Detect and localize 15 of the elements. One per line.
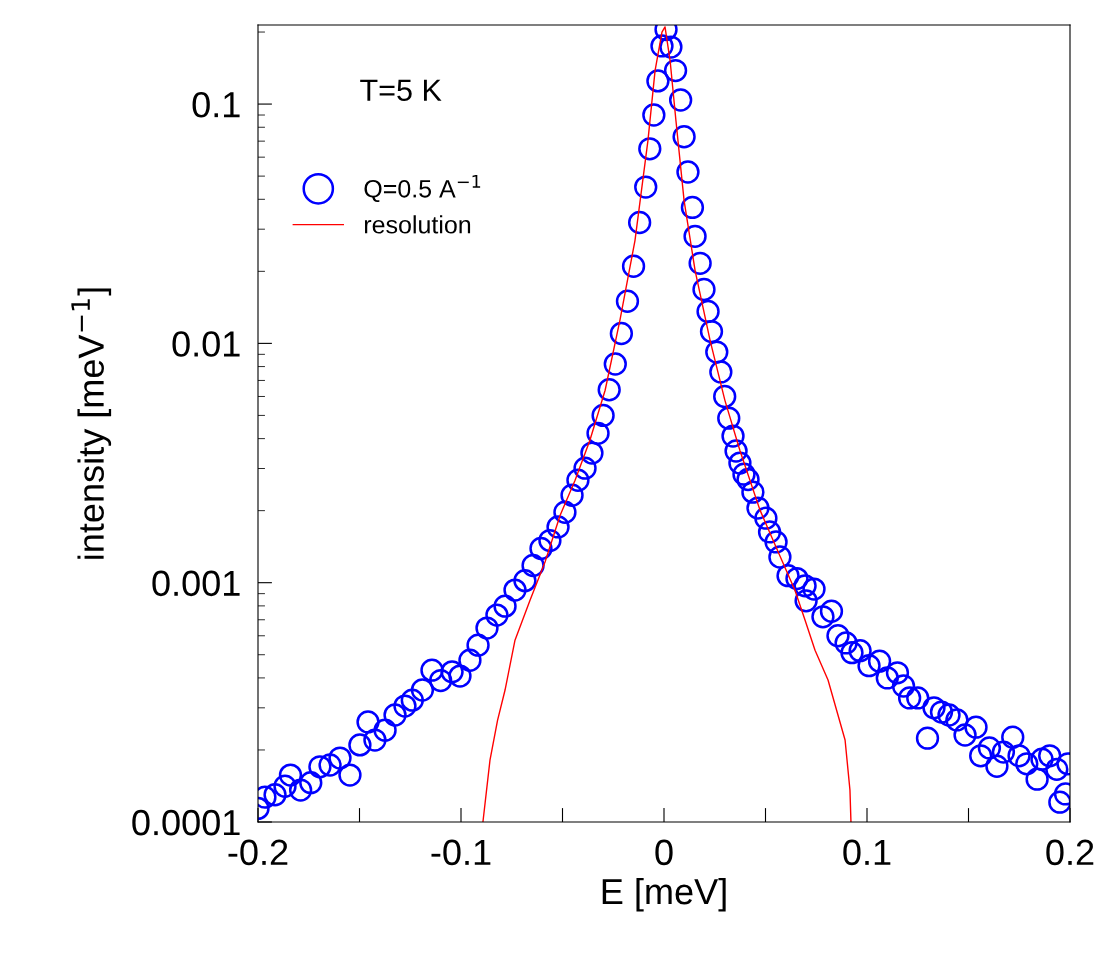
legend-label: resolution — [364, 215, 471, 234]
y-tick-label: 0.0001 — [132, 809, 240, 836]
x-tick-label: -0.2 — [228, 839, 288, 866]
annotation: T=5 K — [360, 79, 442, 102]
line-series — [482, 26, 852, 822]
legend-label: Q=0.5 A$^{−1}$ — [364, 175, 481, 203]
y-tick-label: 0.001 — [152, 570, 240, 597]
x-tick-label: 0 — [655, 839, 673, 866]
y-tick-label: 0.1 — [192, 91, 240, 118]
x-tick-label: 0.1 — [843, 839, 891, 866]
x-tick-label: 0.2 — [1046, 839, 1094, 866]
y-tick-label: 0.01 — [172, 331, 240, 357]
y-axis-title: intensity [meV$^{−1}$] — [71, 288, 112, 559]
x-tick-label: -0.1 — [431, 839, 491, 866]
x-axis-title: E [meV] — [602, 877, 726, 912]
